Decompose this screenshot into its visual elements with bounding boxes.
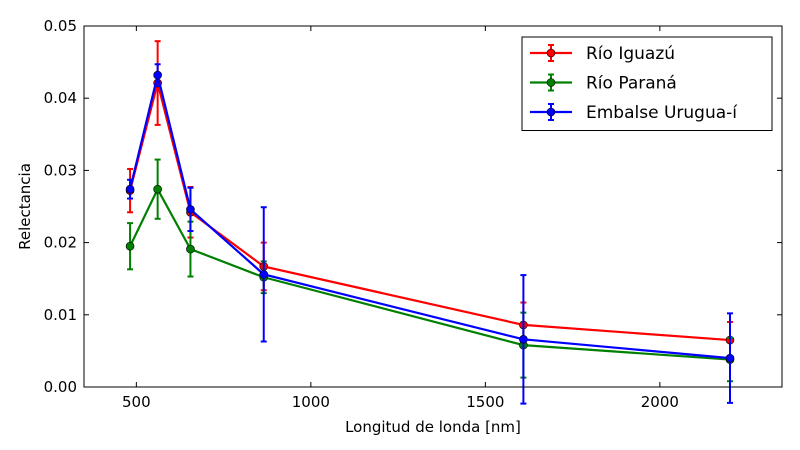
data-point <box>125 241 135 251</box>
x-tick-label: 500 <box>122 393 151 411</box>
legend-label: Río Iguazú <box>586 44 675 64</box>
legend-label: Río Paraná <box>586 74 677 94</box>
y-tick-label: 0.00 <box>44 378 77 396</box>
plot-marks <box>125 40 735 405</box>
data-point <box>186 244 195 254</box>
x-tick-label: 2000 <box>641 393 679 411</box>
y-tick-label: 0.04 <box>44 89 77 107</box>
legend: Río Iguazú Río Paraná Embalse Urugua-í <box>521 36 773 131</box>
data-point <box>186 205 195 214</box>
data-point <box>153 70 162 80</box>
data-point <box>725 353 735 363</box>
legend-marker <box>546 78 556 87</box>
legend-label: Embalse Urugua-í <box>586 103 738 123</box>
data-point <box>153 184 162 194</box>
legend-item: Río Iguazú <box>530 44 675 64</box>
legend-item: Embalse Urugua-í <box>530 103 738 123</box>
data-point <box>125 184 135 194</box>
legend-item: Río Paraná <box>530 73 677 94</box>
series-line <box>129 82 731 342</box>
plot-frame <box>83 25 783 388</box>
x-tick-label: 1000 <box>292 393 330 411</box>
data-point <box>259 270 269 279</box>
y-tick-label: 0.01 <box>44 306 77 324</box>
x-tick-label: 1500 <box>466 393 504 411</box>
series-line <box>129 186 731 361</box>
y-tick-label: 0.03 <box>44 161 77 179</box>
y-axis-label: Relectancia <box>16 163 34 250</box>
axes: 500 1000 1500 2000 0.00 0.01 0.02 0.03 0.04 0.05 <box>44 17 782 411</box>
y-tick-label: 0.05 <box>44 17 77 35</box>
y-tick-label: 0.02 <box>44 234 77 252</box>
x-axis-label: Longitud de londa [nm] <box>345 418 521 436</box>
data-point <box>519 335 528 344</box>
legend-marker <box>546 107 556 117</box>
series-3 <box>125 63 735 405</box>
series-line <box>128 74 731 360</box>
legend-marker <box>546 48 556 58</box>
series-2 <box>125 158 735 383</box>
